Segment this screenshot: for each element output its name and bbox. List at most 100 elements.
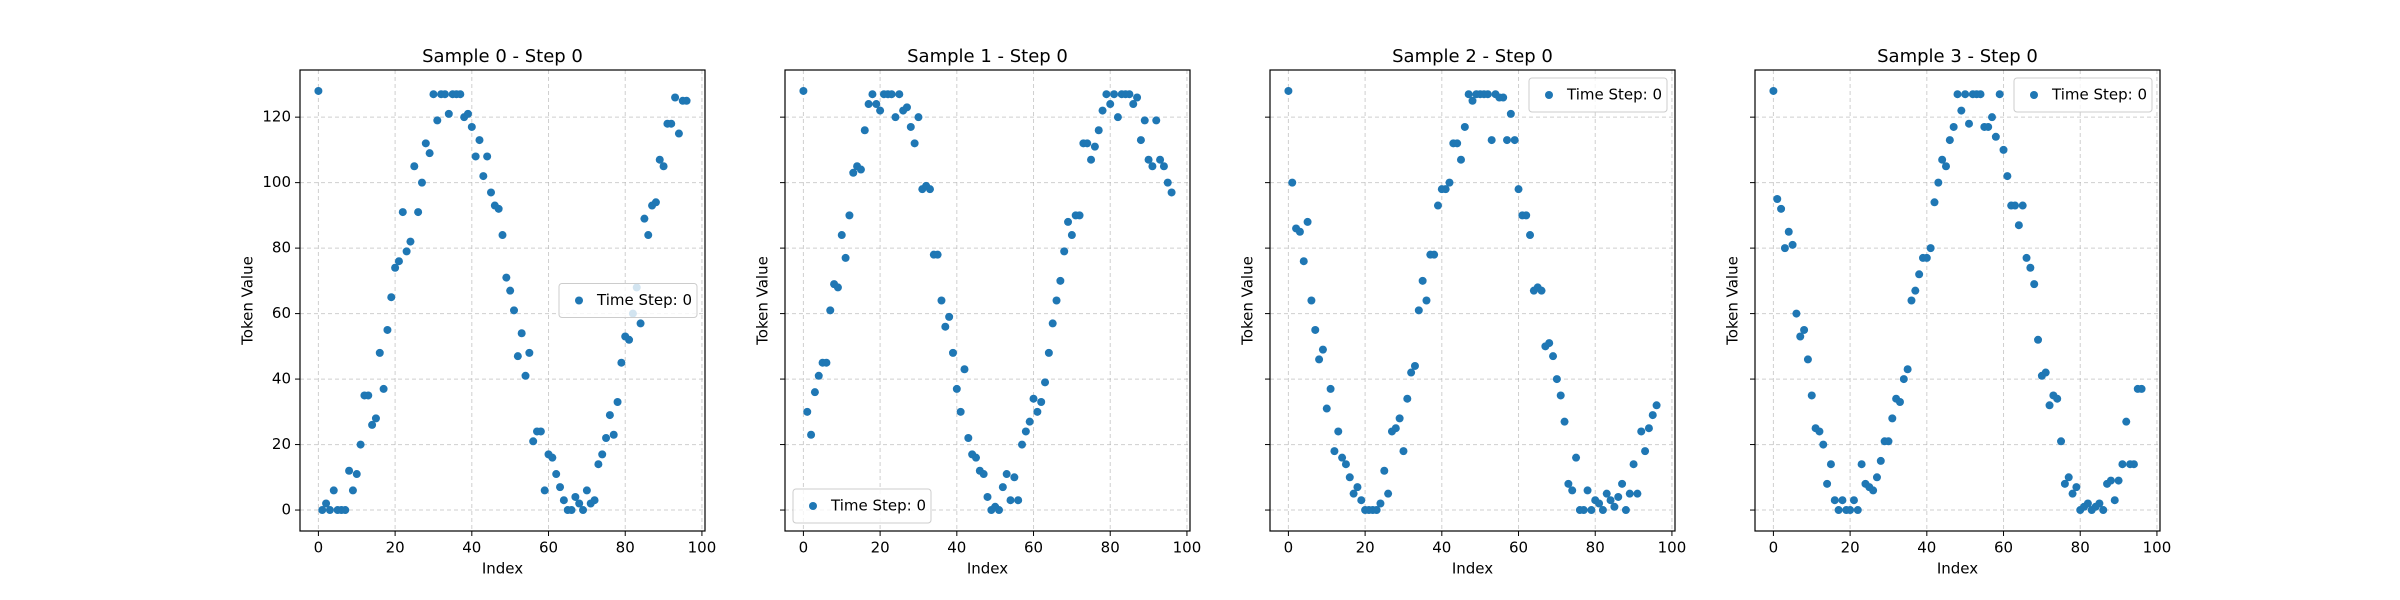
point [1414, 306, 1423, 315]
x-tick-label: 20 [386, 539, 405, 557]
point [352, 470, 361, 479]
x-tick-label: 80 [1586, 539, 1605, 557]
legend-marker [1545, 91, 1553, 99]
point [1152, 116, 1161, 125]
legend-box [2013, 77, 2153, 113]
point [1029, 394, 1038, 403]
point [1391, 424, 1400, 433]
point [2072, 483, 2081, 492]
point [483, 152, 492, 161]
point [1614, 492, 1623, 501]
point [1025, 417, 1034, 426]
y-tick-label: 100 [262, 173, 291, 191]
y-tick-label: 20 [272, 435, 291, 453]
point [1334, 427, 1343, 436]
point [1823, 479, 1832, 488]
point [1090, 142, 1099, 151]
point [948, 348, 957, 357]
point [1922, 253, 1931, 262]
point [2106, 476, 2115, 485]
x-tick-label: 20 [1841, 539, 1860, 557]
point [872, 100, 881, 109]
point [644, 231, 653, 240]
point [1549, 352, 1558, 361]
point [1056, 276, 1065, 285]
point [2099, 506, 2108, 515]
point [605, 411, 614, 420]
point [1552, 375, 1561, 384]
x-axis-label: Index [482, 560, 523, 578]
point [1044, 348, 1053, 357]
point [579, 506, 588, 515]
point [1345, 473, 1354, 482]
point [1445, 178, 1454, 187]
point [1136, 136, 1145, 145]
point [1853, 506, 1862, 515]
point [891, 113, 900, 122]
x-axis-label: Index [967, 560, 1008, 578]
legend-label: Time Step: 0 [1566, 86, 1662, 104]
point [964, 434, 973, 443]
point [887, 90, 896, 99]
x-tick-label: 60 [539, 539, 558, 557]
point [2110, 496, 2119, 505]
point [1311, 325, 1320, 334]
x-tick-label: 40 [462, 539, 481, 557]
point [429, 90, 438, 99]
point [1041, 378, 1050, 387]
point [956, 407, 965, 416]
point [941, 322, 950, 331]
legend-label: Time Step: 0 [596, 291, 692, 309]
point [517, 329, 526, 338]
point [456, 90, 465, 99]
point [2064, 473, 2073, 482]
point [1456, 155, 1465, 164]
x-tick-label: 0 [314, 539, 324, 557]
point [1048, 319, 1057, 328]
x-tick-label: 0 [799, 539, 809, 557]
point [1606, 496, 1615, 505]
y-tick-label: 60 [272, 304, 291, 322]
point [387, 293, 396, 302]
point [1468, 96, 1477, 105]
point [463, 109, 472, 118]
point [2026, 263, 2035, 272]
y-tick-label: 120 [262, 108, 291, 126]
legend-marker [2030, 91, 2038, 99]
point [979, 470, 988, 479]
point [1460, 122, 1469, 131]
point [613, 397, 622, 406]
point [625, 335, 634, 344]
point [1965, 119, 1974, 128]
point [1410, 361, 1419, 370]
point [421, 139, 430, 148]
point [837, 231, 846, 240]
point [1899, 375, 1908, 384]
subplot: 0 20 40 60 80 100 0 20 40 60 80 100 120 Sample 0 - St… [239, 46, 717, 578]
point [598, 450, 607, 459]
point [590, 496, 599, 505]
point [640, 214, 649, 223]
point [860, 126, 869, 135]
point [803, 407, 812, 416]
point [582, 486, 591, 495]
point [364, 391, 373, 400]
point [826, 306, 835, 315]
point [1487, 136, 1496, 145]
point [1872, 473, 1881, 482]
point [348, 486, 357, 495]
point [556, 483, 565, 492]
point [602, 434, 611, 443]
point [1372, 506, 1381, 515]
point [1315, 355, 1324, 364]
point [998, 483, 1007, 492]
point [379, 384, 388, 393]
point [910, 139, 919, 148]
point [1384, 489, 1393, 498]
point [1453, 139, 1462, 148]
point [375, 348, 384, 357]
legend-box [792, 488, 932, 524]
point [671, 93, 680, 102]
point [1021, 427, 1030, 436]
point [1800, 325, 1809, 334]
